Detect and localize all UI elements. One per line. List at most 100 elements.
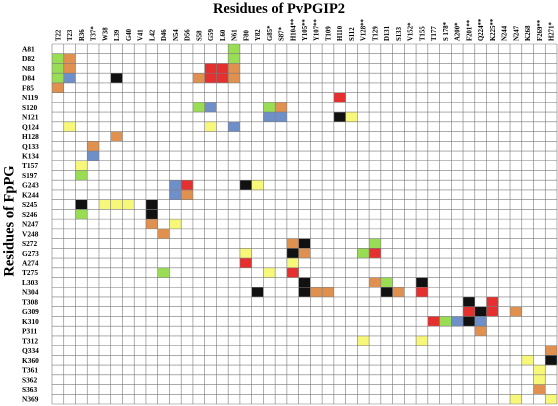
column-label: K225** bbox=[490, 18, 497, 41]
contact-cell-P311-Q224 bbox=[474, 326, 487, 336]
column-label: S112 bbox=[349, 27, 356, 41]
contact-cell-G243-F80 bbox=[239, 180, 252, 190]
column-label: V152* bbox=[408, 22, 415, 41]
column-label: L60 bbox=[220, 29, 227, 41]
row-label: N119 bbox=[22, 93, 38, 102]
contact-cell-D82-N61 bbox=[228, 53, 240, 64]
contact-cell-K244-N54 bbox=[169, 189, 182, 200]
column-label: F201** bbox=[466, 19, 473, 41]
contact-cell-T312-T155 bbox=[416, 335, 428, 346]
contact-cell-K244-D56 bbox=[181, 189, 193, 200]
contact-cell-N121-G85 bbox=[263, 112, 276, 122]
column-label: V41 bbox=[138, 29, 145, 41]
column-label: T177 bbox=[431, 26, 438, 41]
contact-cell-G243-D56 bbox=[181, 180, 193, 190]
contact-cell-N304-T109 bbox=[322, 287, 334, 297]
contact-cell-D84-S58 bbox=[192, 73, 205, 83]
row-label: T157 bbox=[22, 161, 38, 170]
contact-cell-N83-G59 bbox=[204, 63, 217, 74]
contact-cell-G243-Y82 bbox=[251, 180, 264, 190]
contact-cell-K310-T177 bbox=[427, 316, 440, 327]
contact-cell-N247-L42 bbox=[145, 219, 158, 229]
row-label: A274 bbox=[22, 259, 39, 268]
contact-cell-K310-Q224 bbox=[474, 316, 487, 327]
contact-cell-N304-Y107 bbox=[310, 287, 323, 297]
row-label: Q133 bbox=[22, 142, 39, 151]
contact-cell-S120-S58 bbox=[192, 102, 205, 113]
contact-cell-F85-T22 bbox=[52, 82, 64, 93]
contact-cell-S272-H104 bbox=[286, 238, 299, 249]
column-label: L42 bbox=[149, 29, 156, 41]
contact-cell-L303-D131 bbox=[380, 277, 393, 288]
column-label: N61 bbox=[232, 29, 239, 41]
row-label: Q124 bbox=[22, 122, 39, 131]
row-label: N247 bbox=[22, 220, 39, 229]
contact-cell-K360-H271 bbox=[545, 355, 557, 366]
contact-cell-D82-T23 bbox=[63, 53, 76, 64]
contact-cell-D84-T22 bbox=[52, 73, 64, 83]
column-label: Y82 bbox=[255, 29, 262, 41]
column-label: S133 bbox=[396, 26, 403, 41]
contact-cell-S245-L39 bbox=[110, 199, 123, 210]
row-label: L303 bbox=[22, 278, 38, 287]
contact-cell-N83-T23 bbox=[63, 63, 76, 74]
contact-cell-N304-Y82 bbox=[251, 287, 264, 297]
contact-cell-K134-T37 bbox=[87, 151, 99, 161]
contact-cell-N121-S87 bbox=[275, 112, 287, 122]
contact-cell-G273-V128 bbox=[357, 248, 370, 259]
column-label: Y105** bbox=[302, 18, 309, 41]
column-label: Q224** bbox=[478, 18, 485, 41]
contact-cell-T275-G85 bbox=[263, 267, 276, 278]
contact-cell-D84-L39 bbox=[110, 73, 123, 83]
column-label: S87* bbox=[279, 26, 286, 41]
column-label: T129 bbox=[372, 26, 379, 41]
row-label: D84 bbox=[22, 74, 35, 83]
contact-cell-G273-F80 bbox=[239, 248, 252, 259]
column-label: L39 bbox=[114, 29, 121, 41]
contact-cell-G243-N54 bbox=[169, 180, 182, 190]
contact-cell-L303-Y105 bbox=[298, 277, 311, 288]
contact-cell-N304-Y105 bbox=[298, 287, 311, 297]
contact-cell-D84-G59 bbox=[204, 73, 217, 83]
contact-cell-S272-T129 bbox=[369, 238, 381, 249]
contact-cell-N247-N54 bbox=[169, 219, 182, 229]
row-label: F85 bbox=[22, 83, 34, 92]
row-label: T275 bbox=[22, 268, 38, 277]
contact-cell-T275-D46 bbox=[157, 267, 170, 278]
row-label: G273 bbox=[22, 249, 39, 258]
contact-cell-N83-L60 bbox=[216, 63, 229, 74]
row-label: D82 bbox=[22, 54, 35, 63]
contact-cell-S246-R36 bbox=[75, 209, 88, 220]
contact-cell-Q133-T37 bbox=[87, 141, 99, 152]
contact-cell-K310-S178 bbox=[439, 316, 452, 327]
contact-cell-Q334-H271 bbox=[545, 345, 557, 356]
row-label: H128 bbox=[22, 132, 39, 141]
contact-cell-S363-F269 bbox=[533, 384, 546, 395]
contact-cell-K310-F201 bbox=[463, 316, 475, 327]
column-label: D56 bbox=[185, 29, 192, 41]
column-label: G85* bbox=[267, 25, 274, 41]
row-label: T312 bbox=[22, 336, 38, 345]
contact-cell-S272-Y105 bbox=[298, 238, 311, 249]
row-label: S197 bbox=[22, 171, 38, 180]
row-label: N369 bbox=[22, 395, 39, 404]
row-label: K310 bbox=[22, 317, 39, 326]
contact-cell-N83-N61 bbox=[228, 63, 240, 74]
row-label: G309 bbox=[22, 307, 39, 316]
column-label: G59 bbox=[208, 28, 215, 41]
contact-cell-T312-V128 bbox=[357, 335, 370, 346]
top-axis-title: Residues of PvPGIP2 bbox=[212, 1, 346, 17]
contact-cell-S120-G85 bbox=[263, 102, 276, 113]
contact-cell-N304-T155 bbox=[416, 287, 428, 297]
column-label: F80 bbox=[243, 29, 250, 41]
row-label: G243 bbox=[22, 181, 39, 190]
row-label: N83 bbox=[22, 64, 35, 73]
contact-cell-L303-T129 bbox=[369, 277, 381, 288]
row-label: T361 bbox=[22, 366, 38, 375]
column-label: N54 bbox=[173, 29, 180, 41]
grid-lines bbox=[51, 43, 558, 405]
contact-cell-A274-H104 bbox=[286, 258, 299, 268]
contact-cell-S246-L42 bbox=[145, 209, 158, 220]
row-label: T308 bbox=[22, 297, 38, 306]
contact-cell-G309-Q224 bbox=[474, 306, 487, 317]
